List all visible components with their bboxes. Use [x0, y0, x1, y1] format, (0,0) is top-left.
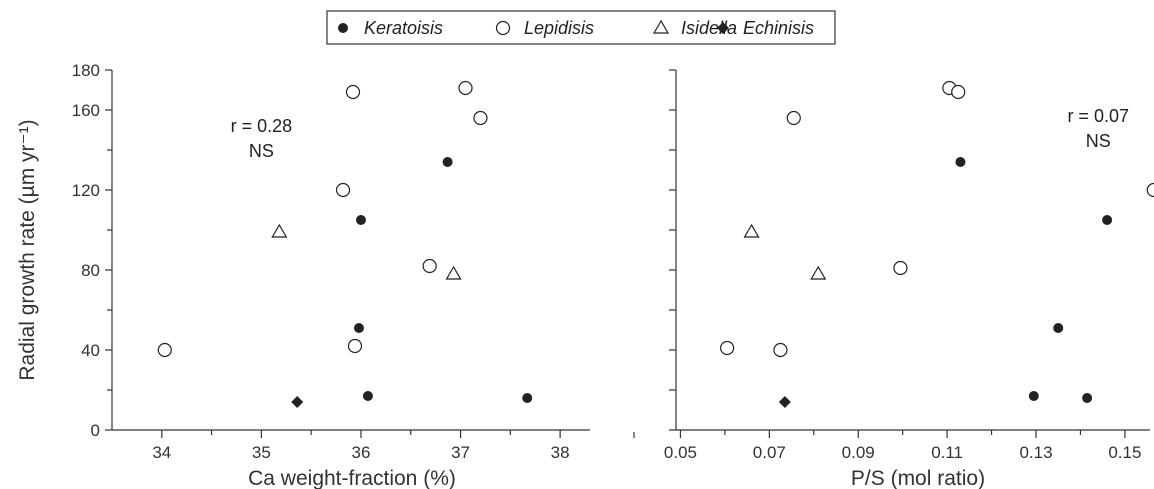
legend-marker-lepidisis	[495, 20, 511, 36]
data-point-keratoisis	[353, 323, 364, 333]
y-tick-label: 80	[81, 261, 100, 280]
data-point-lepidisis	[1146, 182, 1154, 198]
x-tick-label: 0.09	[842, 443, 875, 462]
x-axis-title-ca: Ca weight-fraction (%)	[248, 467, 456, 489]
stat-annotation: r = 0.28	[231, 116, 293, 136]
data-point-lepidisis	[458, 80, 473, 96]
y-tick-label: 120	[72, 181, 100, 200]
data-point-echinisis	[778, 396, 791, 408]
data-point-lepidisis	[773, 342, 788, 358]
legend: Keratoisis Lepidisis Isidella Echinisis	[326, 10, 836, 45]
data-point-lepidisis	[422, 258, 437, 274]
x-tick-label: 37	[451, 443, 470, 462]
legend-marker-keratoisis	[338, 23, 348, 33]
y-tick-label: 40	[81, 341, 100, 360]
data-point-lepidisis	[720, 340, 735, 356]
y-tick-label: 180	[72, 61, 100, 80]
data-point-keratoisis	[1053, 323, 1064, 333]
data-point-isidella	[271, 223, 288, 238]
y-tick-label: 160	[72, 101, 100, 120]
data-point-keratoisis	[355, 215, 366, 225]
data-point-echinisis	[291, 396, 304, 408]
data-point-lepidisis	[335, 182, 351, 198]
x-tick-label: 0.11	[931, 443, 963, 462]
data-point-keratoisis	[442, 157, 453, 167]
data-point-lepidisis	[893, 260, 908, 276]
panel-ca-weight-fraction: 0 40 80 120 160 180 34 35 36 37 38 r = 0.28 NS	[72, 61, 590, 462]
x-tick-label: 0.07	[753, 443, 786, 462]
x-tick-label: 0.15	[1108, 443, 1141, 462]
data-point-keratoisis	[955, 157, 966, 167]
stat-annotation: r = 0.07	[1067, 106, 1129, 126]
data-point-isidella	[445, 265, 462, 280]
stat-annotation: NS	[1086, 131, 1111, 151]
data-point-keratoisis	[362, 391, 373, 401]
data-point-lepidisis	[347, 338, 363, 354]
x-tick-label: 0.13	[1019, 443, 1052, 462]
x-tick-label: 35	[252, 443, 271, 462]
data-point-lepidisis	[786, 110, 801, 126]
y-tick-label: 0	[91, 421, 100, 440]
x-tick-label: 36	[351, 443, 370, 462]
legend-marker-isidella	[652, 19, 670, 34]
y-axis-title: Radial growth rate (µm yr⁻¹)	[16, 119, 39, 380]
data-point-lepidisis	[345, 84, 361, 100]
stat-annotation: NS	[249, 141, 274, 161]
data-point-keratoisis	[1082, 393, 1093, 403]
data-point-isidella	[743, 223, 760, 238]
panel-ps-ratio: 0.05 0.07 0.09 0.11 0.13 0.15 r = 0.07 NS	[664, 69, 1154, 462]
legend-label-keratoisis: Keratoisis	[364, 18, 443, 38]
data-point-isidella	[810, 265, 827, 280]
x-tick-label: 0.05	[664, 443, 697, 462]
legend-label-echinisis: Echinisis	[743, 18, 814, 38]
data-point-keratoisis	[1102, 215, 1113, 225]
data-point-lepidisis	[951, 84, 966, 100]
x-tick-label: 34	[152, 443, 171, 462]
legend-frame	[326, 10, 836, 45]
data-point-keratoisis	[1028, 391, 1039, 401]
data-point-lepidisis	[157, 342, 172, 358]
x-axis-title-ps: P/S (mol ratio)	[851, 467, 985, 489]
data-point-lepidisis	[473, 110, 488, 126]
data-point-keratoisis	[522, 393, 533, 403]
legend-marker-echinisis	[717, 22, 729, 34]
legend-label-lepidisis: Lepidisis	[524, 18, 594, 38]
x-tick-label: 38	[551, 443, 570, 462]
